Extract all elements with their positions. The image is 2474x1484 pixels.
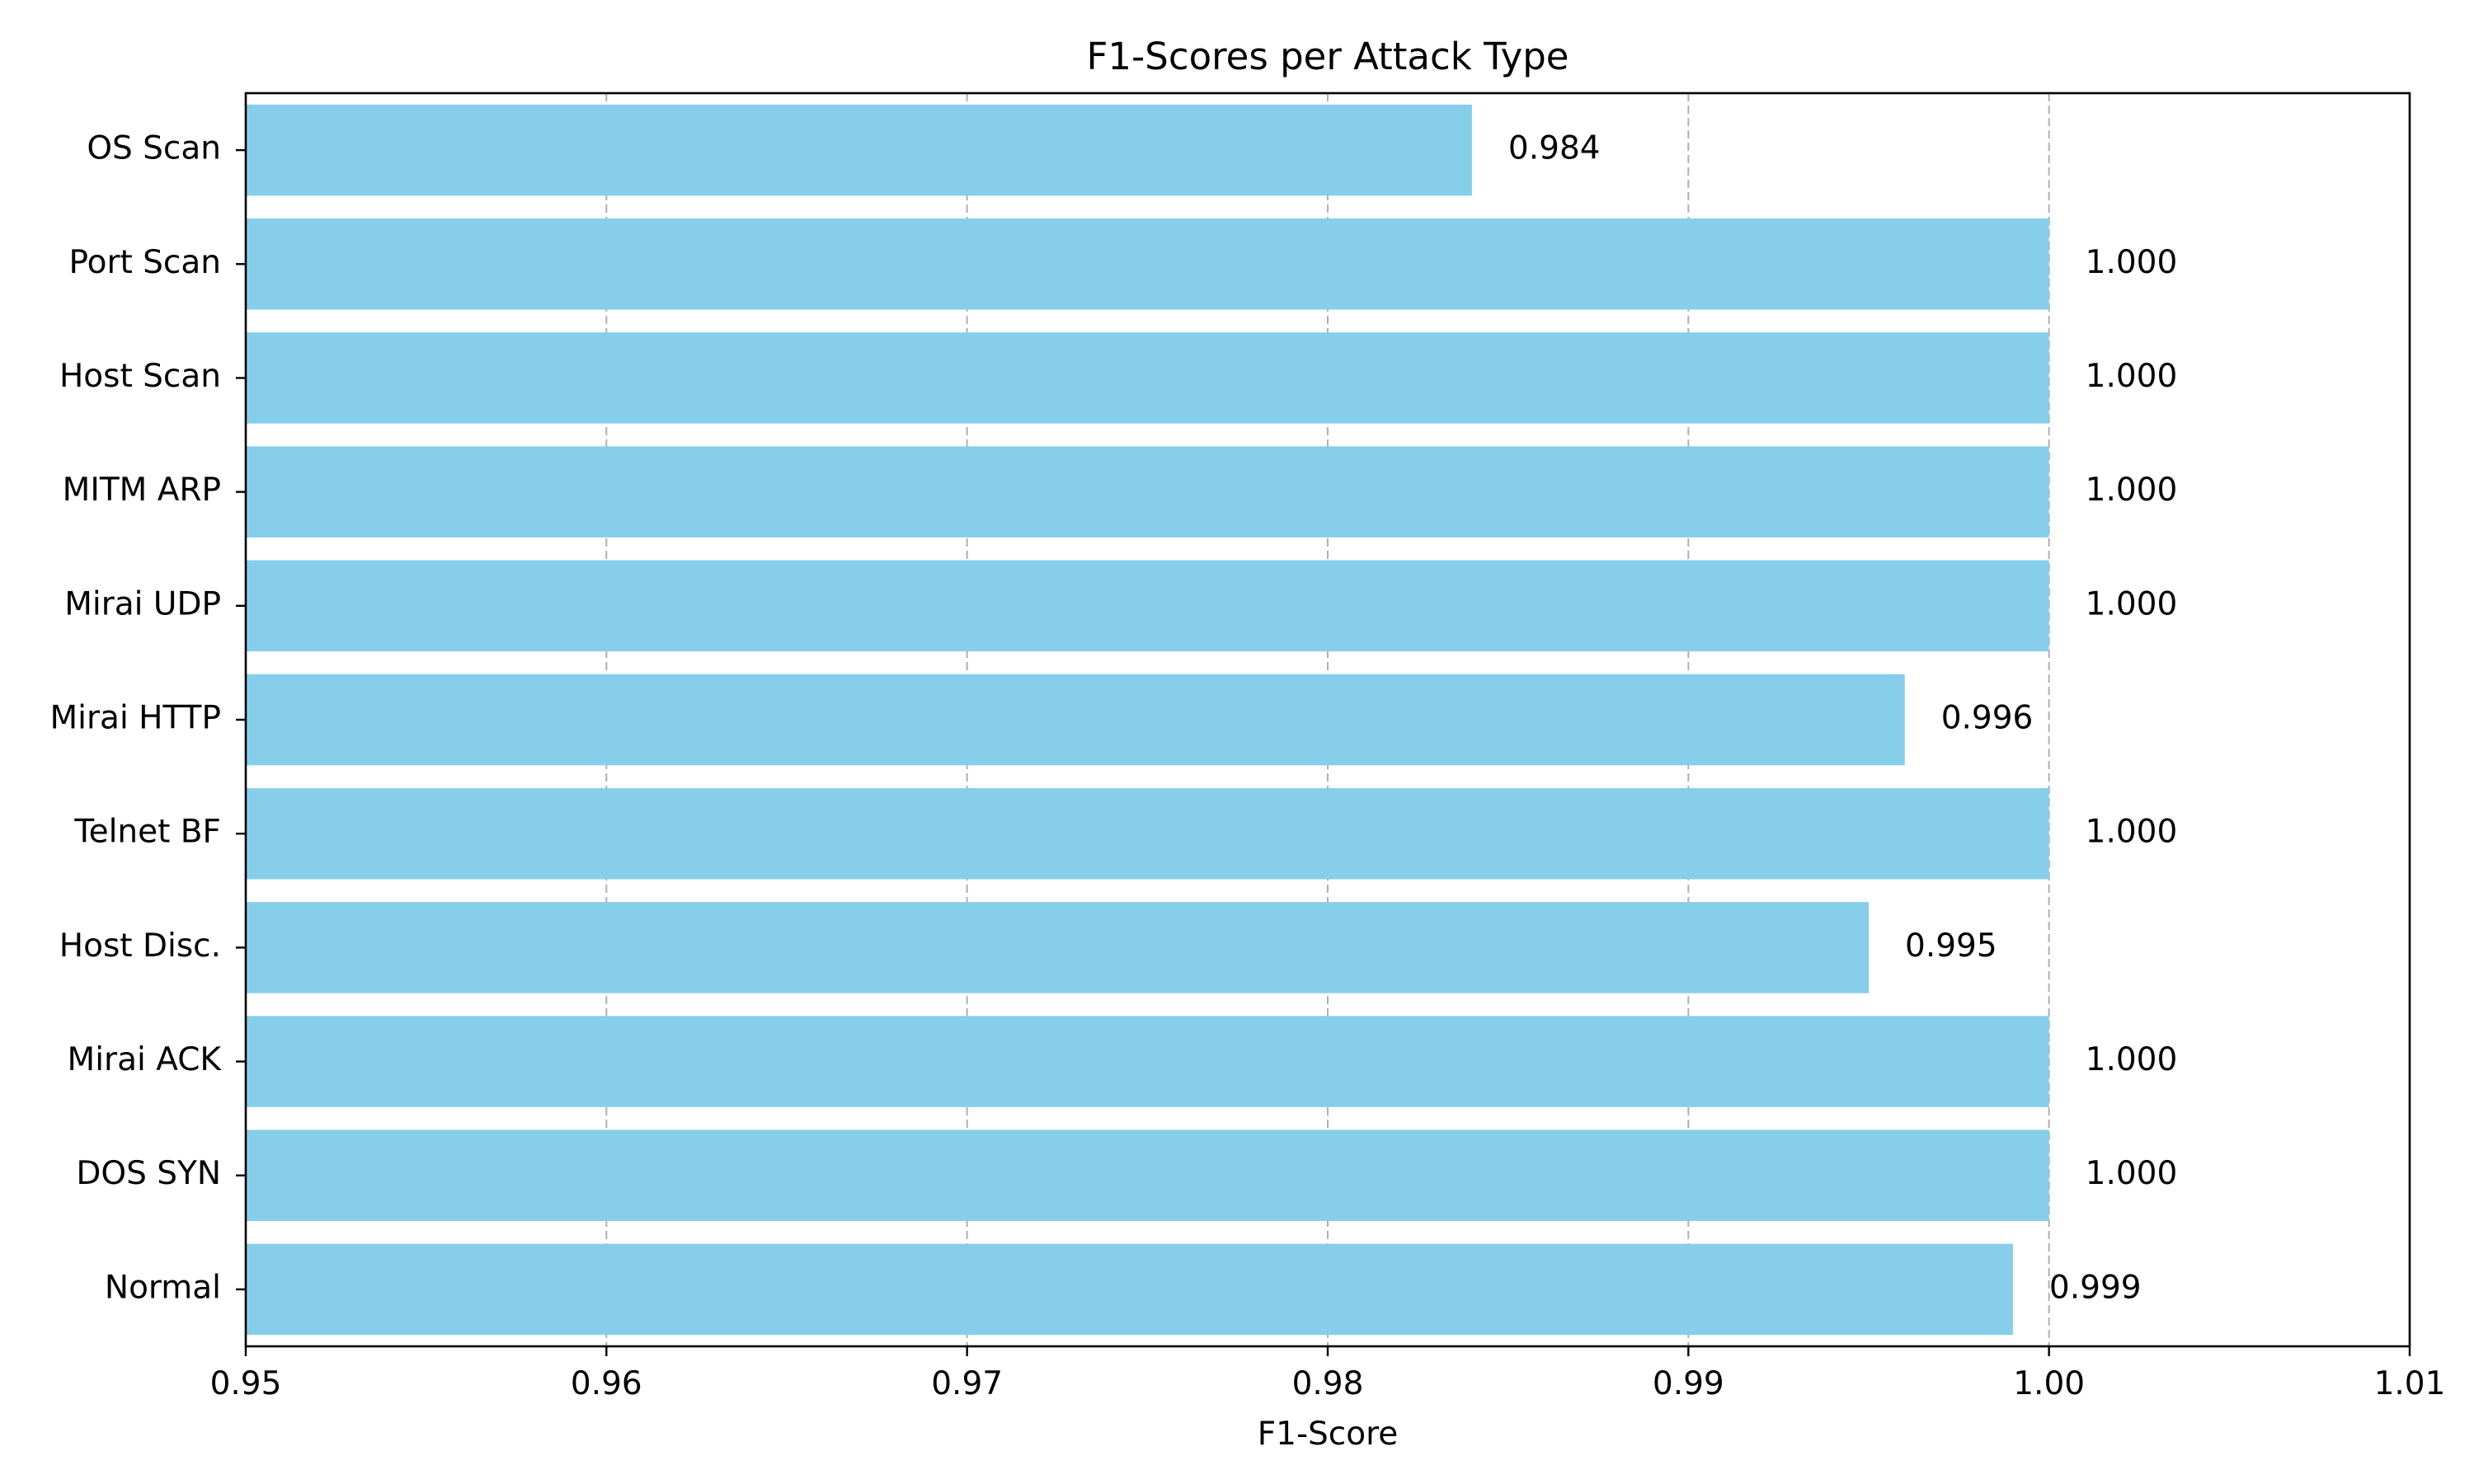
bar-value-label: 1.000 [2086,358,2178,395]
chart-title: F1-Scores per Attack Type [1087,35,1569,78]
bar-value-label: 0.999 [2049,1269,2142,1306]
bar-mirai-ack [246,1016,2049,1107]
x-tick-label: 1.01 [2374,1365,2446,1402]
y-tick-label: Mirai HTTP [50,700,221,737]
bar-os-scan [246,104,1472,196]
x-tick-label: 0.99 [1653,1365,1724,1402]
bar-normal [246,1243,2013,1336]
bar-value-label: 1.000 [2086,1041,2178,1078]
y-tick-label: Mirai ACK [68,1041,223,1078]
x-tick-label: 0.96 [571,1365,642,1402]
bar-value-label: 0.984 [1508,130,1601,167]
bar-value-label: 0.996 [1941,700,2034,737]
x-tick-label: 0.97 [931,1365,1003,1402]
y-tick-label: Host Disc. [59,928,221,965]
bar-value-label: 0.995 [1905,928,1997,965]
bar-value-label: 1.000 [2086,472,2178,509]
bars [246,104,2049,1336]
x-axis-label: F1-Score [1258,1416,1399,1453]
y-tick-label: Telnet BF [73,814,221,851]
bar-mirai-http [246,674,1905,766]
y-tick-label: DOS SYN [76,1155,221,1192]
y-tick-label: Normal [105,1269,221,1306]
bar-value-label: 1.000 [2086,244,2178,281]
bar-value-label: 1.000 [2086,585,2178,622]
bar-dos-syn [246,1129,2049,1221]
y-tick-label: OS Scan [87,130,221,167]
bar-value-label: 1.000 [2086,814,2178,851]
bar-mitm-arp [246,446,2049,538]
x-axis-ticks: 0.95 0.96 0.97 0.98 0.99 1.00 1.01 [210,1346,2446,1402]
y-tick-label: MITM ARP [63,472,221,509]
y-tick-label: Mirai UDP [64,585,221,622]
x-tick-label: 0.95 [210,1365,282,1402]
bar-port-scan [246,218,2049,310]
x-tick-label: 0.98 [1292,1365,1364,1402]
data-labels: 0.999 1.000 1.000 0.995 1.000 0.996 1.000 1.000… [1508,130,2177,1307]
y-axis-ticks: Normal DOS SYN Mirai ACK Host Disc. Telnet B… [50,130,246,1306]
bar-mirai-udp [246,560,2049,652]
y-tick-label: Port Scan [68,244,221,281]
bar-host-scan [246,332,2049,424]
y-tick-label: Host Scan [59,358,221,395]
bar-host-disc [246,902,1869,993]
bar-value-label: 1.000 [2086,1155,2178,1192]
bar-telnet-bf [246,787,2049,880]
x-tick-label: 1.00 [2013,1365,2085,1402]
